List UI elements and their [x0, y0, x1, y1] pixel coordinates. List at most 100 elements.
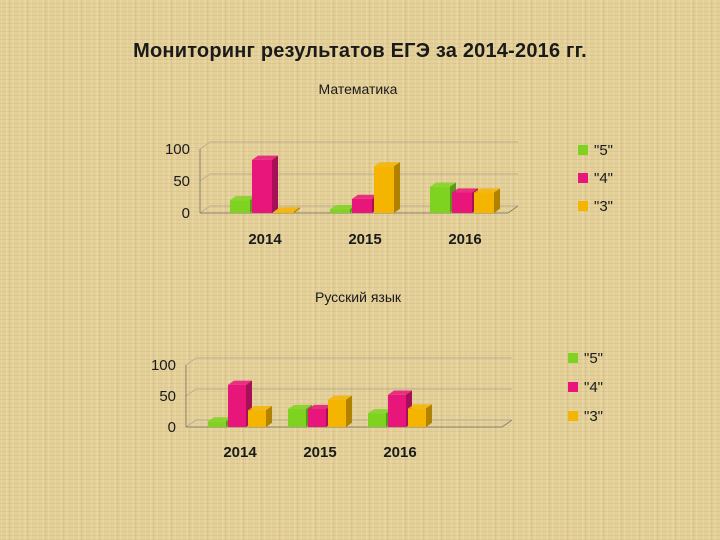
bar-top: [230, 196, 256, 201]
legend-item: "3": [568, 408, 603, 425]
legend-label: "4": [594, 170, 613, 187]
bar-side: [426, 404, 432, 427]
bar-front: [308, 409, 326, 427]
chart-russian-svg: Русский язык 0 50 100 2014 2015 2016 "5" "4" "3": [151, 289, 603, 461]
bar-top: [252, 155, 278, 160]
bar: [408, 404, 432, 427]
y-tick-label: 100: [151, 357, 176, 374]
bar-top: [274, 207, 300, 212]
bar-front: [288, 409, 306, 427]
legend-label: "3": [594, 198, 613, 215]
legend-swatch: [578, 201, 588, 211]
bar-side: [272, 155, 278, 213]
legend-swatch: [568, 382, 578, 392]
legend-swatch: [568, 411, 578, 421]
y-tick-label: 50: [173, 173, 190, 190]
legend-label: "4": [584, 379, 603, 396]
bar-top: [452, 188, 478, 193]
bar-top: [308, 404, 332, 410]
bar-top: [368, 409, 392, 414]
bar: [368, 409, 392, 427]
bar-top: [228, 380, 252, 385]
x-tick-label: 2015: [348, 231, 381, 248]
bar-front: [408, 408, 426, 427]
bar-top: [408, 404, 432, 409]
bar: [228, 380, 252, 427]
bar-front: [274, 211, 294, 213]
bar-top: [288, 404, 312, 410]
bar: [252, 155, 278, 213]
bar-front: [248, 410, 266, 427]
legend-label: "3": [584, 408, 603, 425]
bar-top: [430, 182, 456, 187]
chart-russian: Русский язык 0 50 100 2014 2015 2016 "5" "4" "3": [0, 280, 720, 470]
slide-title: Мониторинг результатов ЕГЭ за 2014-2016 …: [133, 40, 587, 62]
bar-front: [208, 421, 226, 427]
bar-front: [252, 159, 272, 213]
bar: [474, 188, 500, 213]
legend-label: "5": [584, 350, 603, 367]
x-tick-label: 2016: [448, 231, 481, 248]
bar-front: [430, 186, 450, 213]
gridline-side: [185, 419, 197, 428]
legend-item: "5": [568, 350, 603, 367]
bar: [248, 406, 272, 427]
bar-side: [394, 162, 400, 213]
chart-math: Математика 0 50 100 2014 2015 2016 "5" "4" "3": [0, 70, 720, 260]
bar-side: [266, 406, 272, 427]
legend-swatch: [578, 173, 588, 183]
bar-front: [452, 192, 472, 213]
legend-item: "4": [568, 379, 603, 396]
bar-front: [228, 384, 246, 427]
bar: [328, 395, 352, 427]
bar-top: [374, 162, 400, 167]
legend-item: "4": [578, 170, 613, 187]
legend-swatch: [568, 353, 578, 363]
chart-russian-plot: 0 50 100 2014 2015 2016 "5" "4" "3": [151, 350, 603, 461]
bar-top: [388, 390, 412, 395]
x-tick-label: 2015: [303, 444, 336, 461]
gridline-side: [185, 357, 197, 366]
bar-front: [368, 413, 386, 427]
bar-front: [374, 166, 394, 213]
bar-side: [346, 395, 352, 427]
gridline-side: [185, 388, 197, 397]
bar-top: [330, 204, 356, 210]
bar-front: [388, 394, 406, 427]
y-tick-label: 50: [159, 388, 176, 405]
gridline-side: [199, 205, 211, 214]
legend-swatch: [578, 145, 588, 155]
bar-front: [230, 200, 250, 213]
x-axis-depth: [501, 419, 513, 428]
chart-title: Русский язык: [315, 289, 402, 305]
bar: [374, 162, 400, 213]
y-tick-label: 100: [165, 141, 190, 158]
bar-side: [294, 207, 300, 213]
y-tick-label: 0: [168, 419, 176, 436]
bar-top: [208, 417, 232, 422]
bar: [274, 207, 300, 213]
bar-top: [352, 194, 378, 199]
legend-item: "3": [578, 198, 613, 215]
bar: [230, 196, 256, 213]
gridline-side: [199, 141, 211, 150]
x-tick-label: 2014: [223, 444, 257, 461]
gridline-side: [199, 173, 211, 182]
legend-item: "5": [578, 142, 613, 159]
chart-math-plot: 0 50 100 2014 2015 2016 "5" "4" "3": [165, 141, 613, 248]
x-tick-label: 2014: [248, 231, 282, 248]
x-axis-depth: [507, 205, 519, 214]
bar-top: [328, 395, 352, 400]
chart-math-svg: Математика 0 50 100 2014 2015 2016 "5" "4" "3": [165, 81, 613, 248]
bar-front: [330, 209, 350, 213]
chart-title: Математика: [319, 81, 398, 97]
bar-front: [474, 192, 494, 213]
bar-front: [352, 198, 372, 213]
bar-top: [248, 406, 272, 411]
bar-top: [474, 188, 500, 193]
legend-label: "5": [594, 142, 613, 159]
bar-side: [494, 188, 500, 213]
bar-front: [328, 399, 346, 427]
y-tick-label: 0: [182, 205, 190, 222]
x-tick-label: 2016: [383, 444, 416, 461]
